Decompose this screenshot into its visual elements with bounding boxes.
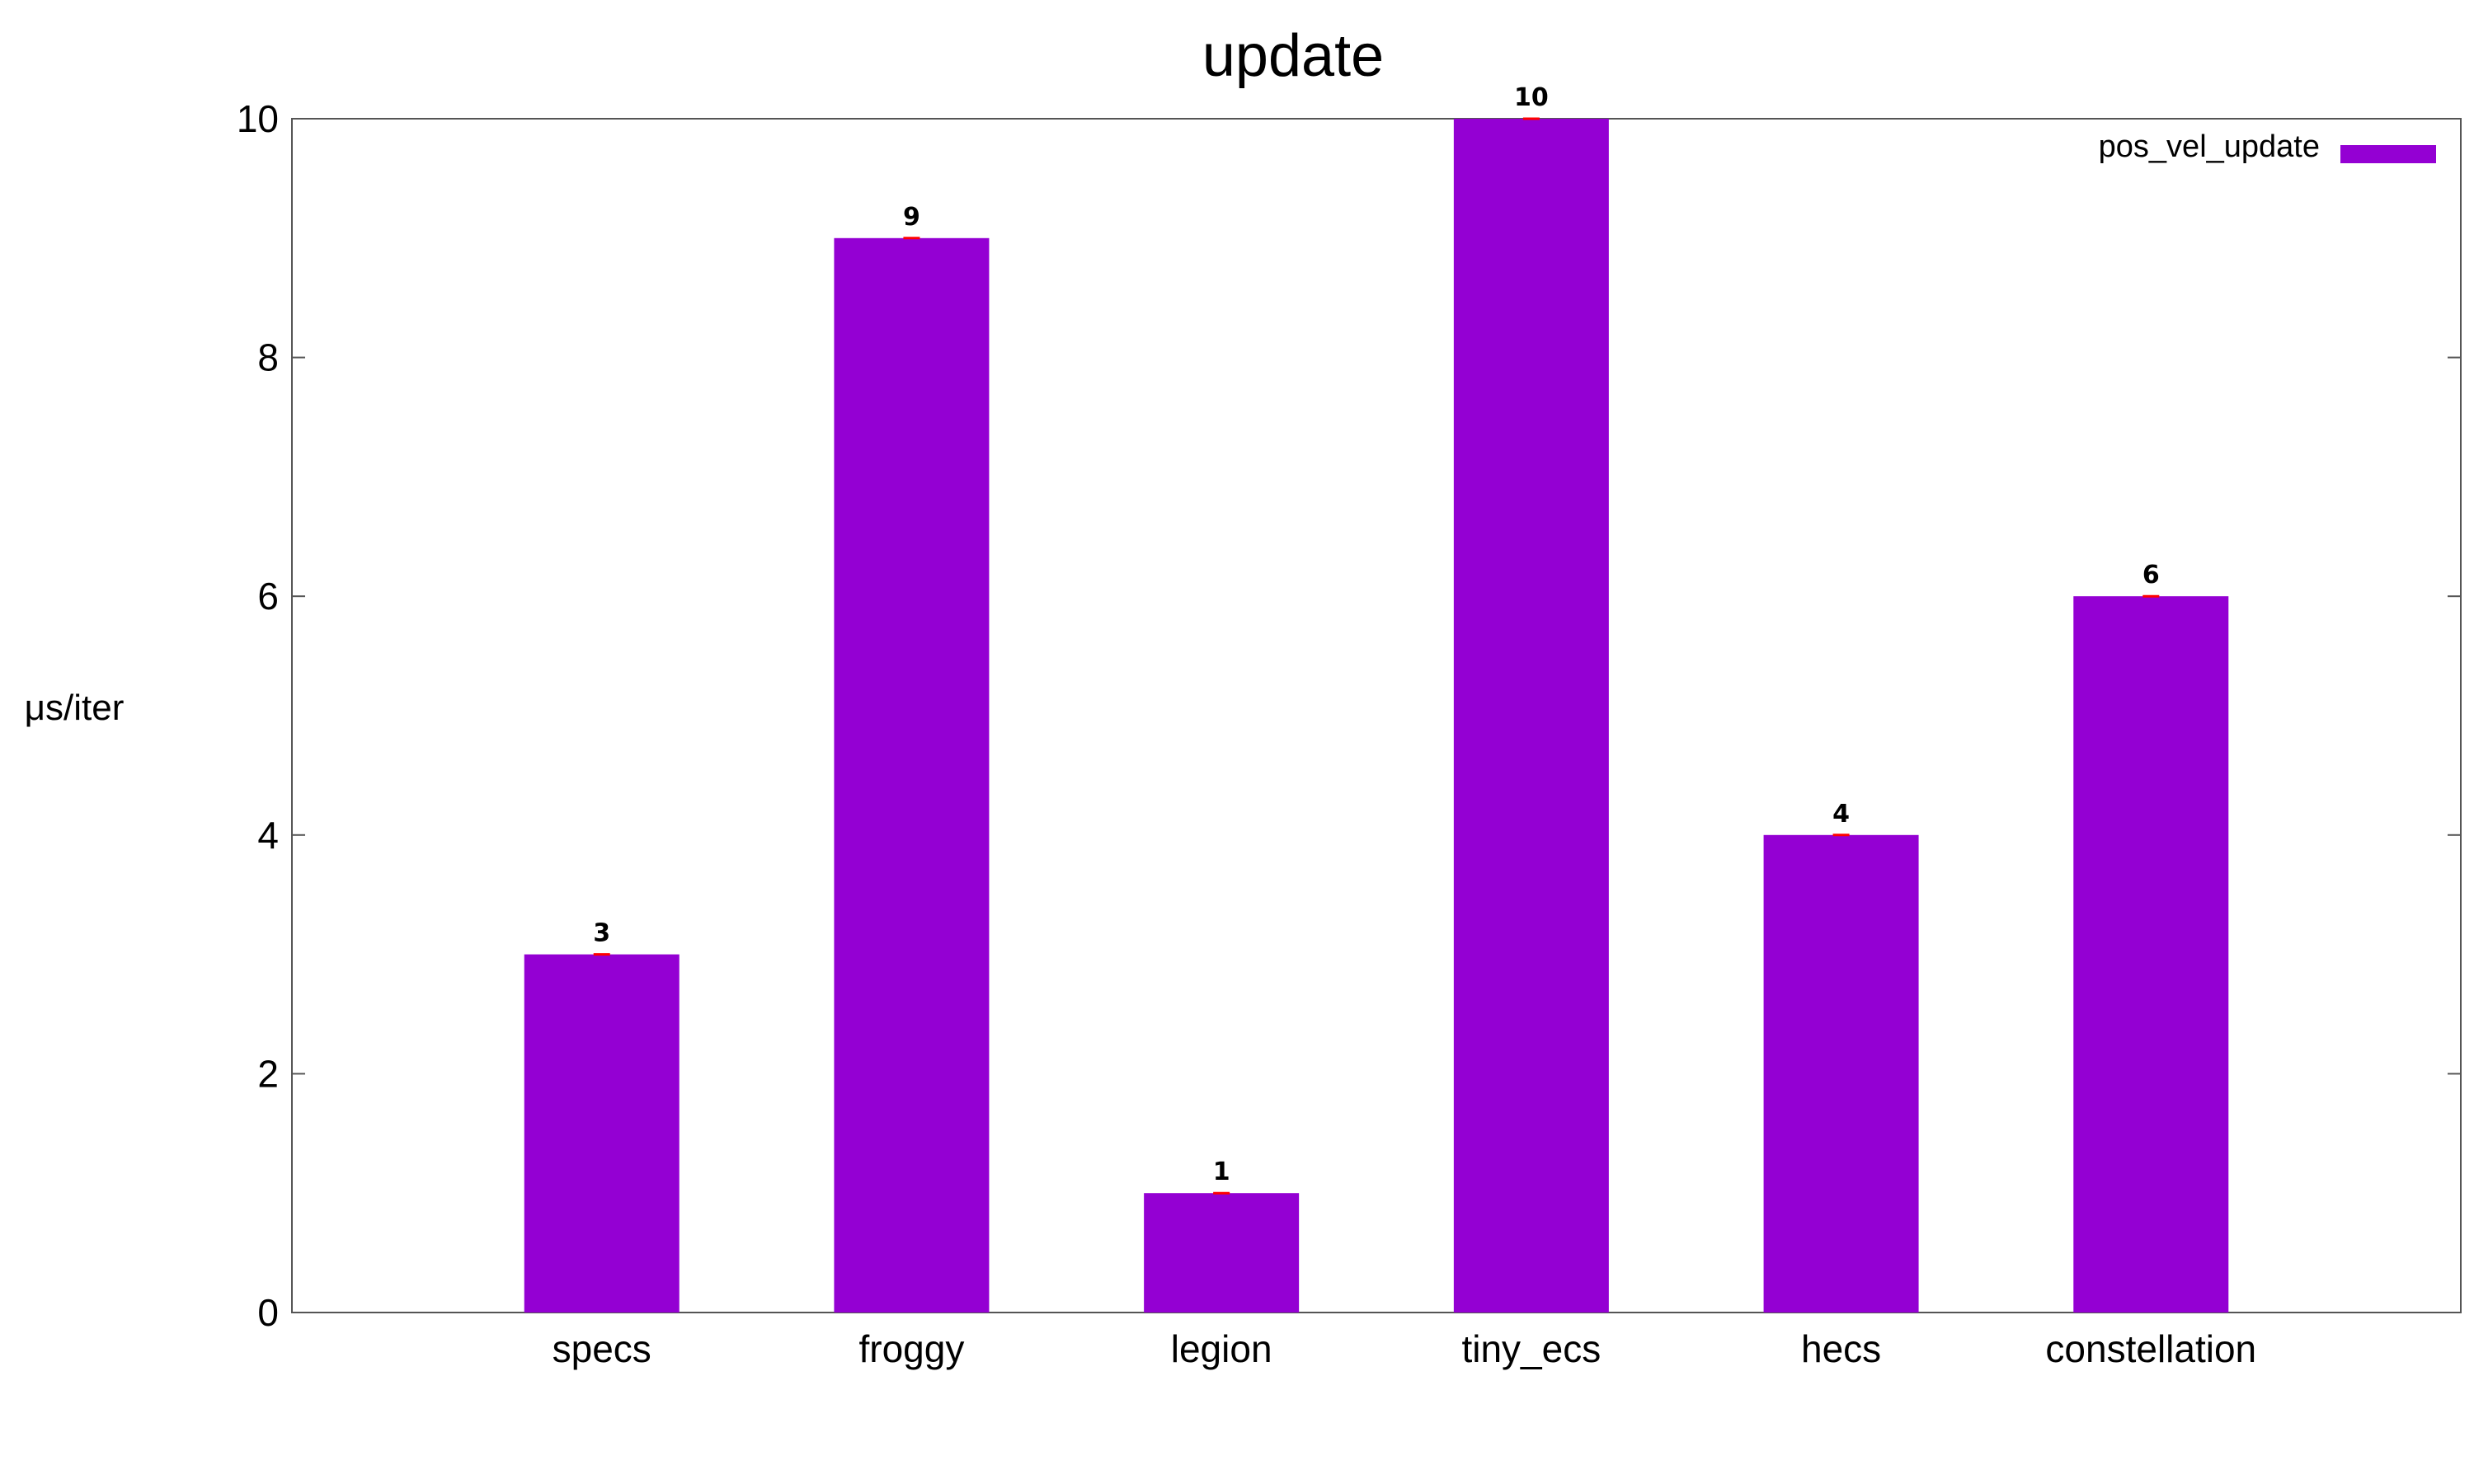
y-tick-label: 0 [257,1291,279,1334]
y-tick-label: 10 [237,97,279,140]
x-tick-label: specs [553,1327,651,1370]
chart-title: update [1202,23,1384,89]
y-tick-label: 6 [257,575,279,618]
data-label: 1 [1213,1158,1230,1186]
bar [524,954,680,1313]
legend-label: pos_vel_update [2099,129,2320,164]
legend: pos_vel_update [2099,129,2436,164]
bar [1144,1193,1300,1313]
x-tick-label: froggy [858,1327,964,1370]
bar [1763,834,1919,1313]
y-axis-label: μs/iter [25,688,125,728]
data-label: 10 [1514,83,1549,112]
y-tick-label: 4 [257,814,279,857]
bar [834,237,990,1313]
bar [1453,119,1609,1313]
plot-frame [291,118,2462,1313]
bar [2073,596,2229,1313]
data-label: 3 [593,919,610,948]
x-tick-label: constellation [2045,1327,2256,1370]
x-tick-label: tiny_ecs [1461,1327,1601,1370]
data-label: 4 [1832,800,1850,829]
legend-swatch [2340,145,2436,163]
x-tick-label: legion [1171,1327,1272,1370]
x-axis: specs froggy legion tiny_ecs hecs constellati… [553,1327,2257,1370]
data-label: 6 [2142,561,2160,589]
data-label: 9 [903,203,920,232]
x-tick-label: hecs [1801,1327,1881,1370]
y-tick-label: 8 [257,336,279,379]
bars: 3 9 1 10 4 6 [524,83,2229,1313]
y-axis: 0 2 4 6 8 10 [237,97,2461,1334]
y-tick-label: 2 [257,1052,279,1095]
